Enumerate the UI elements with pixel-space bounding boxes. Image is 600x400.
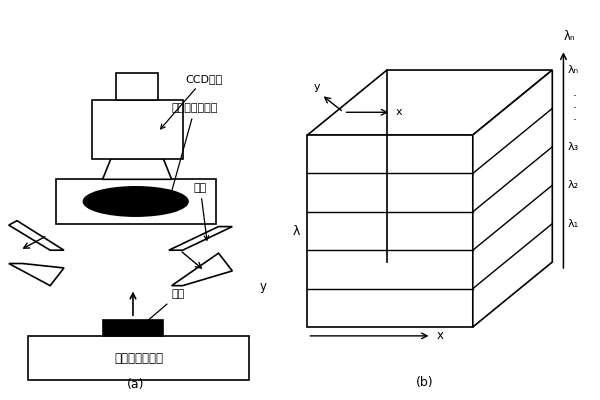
Text: λₙ: λₙ [563, 30, 575, 44]
Polygon shape [307, 70, 552, 135]
Polygon shape [473, 70, 552, 327]
Polygon shape [172, 253, 232, 286]
Text: 样品: 样品 [142, 290, 185, 326]
Text: (b): (b) [416, 376, 434, 389]
Polygon shape [307, 135, 473, 327]
Bar [28, 336, 249, 380]
Bar [103, 320, 163, 336]
Text: y: y [259, 280, 266, 293]
Text: (a): (a) [127, 378, 145, 390]
Bar [56, 179, 216, 224]
Text: ·
·
·: · · · [572, 90, 577, 127]
Text: y: y [313, 82, 320, 92]
Bar [92, 100, 182, 159]
Text: 滤光片或滤波器: 滤光片或滤波器 [169, 103, 218, 198]
Bar [116, 73, 158, 100]
Text: x: x [396, 107, 403, 117]
Text: λ₃: λ₃ [567, 142, 578, 152]
Polygon shape [9, 221, 64, 250]
Polygon shape [169, 226, 232, 250]
Polygon shape [103, 159, 172, 179]
Text: λₙ: λₙ [567, 65, 578, 75]
Text: 不可移动载物台: 不可移动载物台 [114, 352, 163, 364]
Text: λ: λ [293, 224, 300, 238]
Ellipse shape [83, 187, 188, 216]
Text: λ₂: λ₂ [567, 180, 578, 190]
Text: 光源: 光源 [194, 183, 209, 240]
Text: CCD相机: CCD相机 [161, 74, 223, 129]
Text: x: x [436, 329, 443, 342]
Text: λ₁: λ₁ [567, 219, 578, 229]
Polygon shape [9, 264, 64, 286]
